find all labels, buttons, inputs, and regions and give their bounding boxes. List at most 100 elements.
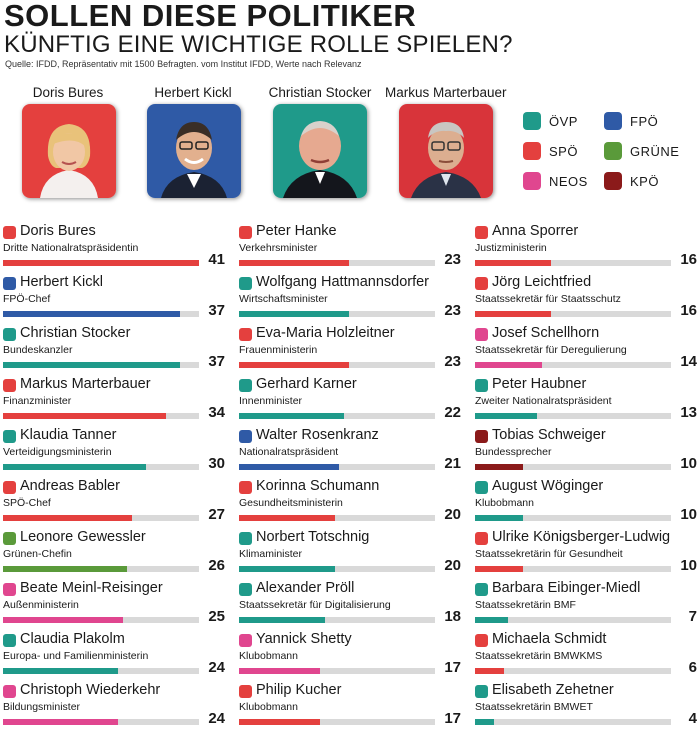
bar-track (3, 515, 199, 521)
bar-entry: Michaela Schmidt Staatssekretärin BMWKMS 6 (475, 629, 697, 680)
bar-track (3, 362, 199, 368)
party-swatch (239, 277, 252, 290)
portrait-name-4: Markus Marterbauer (385, 85, 507, 100)
bar-entry: Ulrike Königsberger-Ludwig Staatssekretär… (475, 527, 697, 578)
bar-entry: Wolfgang Hattmannsdorfer Wirtschaftsminis… (239, 272, 461, 323)
politician-name: Andreas Babler (20, 478, 120, 494)
politician-name: Leonore Gewessler (20, 529, 146, 545)
bar-value-label: 37 (208, 302, 225, 319)
party-swatch (475, 481, 488, 494)
legend-item-gruene: GRÜNE (604, 141, 679, 161)
bar-track (239, 515, 435, 521)
bar-entry: Herbert Kickl FPÖ-Chef 37 (3, 272, 225, 323)
bar-entry: Eva-Maria Holzleitner Frauenministerin 23 (239, 323, 461, 374)
party-swatch (239, 634, 252, 647)
politician-role: Staatssekretär für Digitalisierung (239, 599, 391, 611)
legend-item-spoe: SPÖ (523, 141, 578, 161)
party-swatch (3, 481, 16, 494)
bar-value-label: 34 (208, 404, 225, 421)
bar (3, 464, 146, 470)
politician-name: Korinna Schumann (256, 478, 380, 494)
bar (475, 566, 523, 572)
bar-entry: Klaudia Tanner Verteidigungsministerin 30 (3, 425, 225, 476)
politician-name: Anna Sporrer (492, 223, 579, 239)
bar-track (475, 566, 671, 572)
party-swatch (239, 226, 252, 239)
bar-track (475, 668, 671, 674)
party-swatch (3, 583, 16, 596)
legend-swatch-oevp (523, 112, 541, 130)
bar (239, 515, 335, 521)
party-swatch (475, 634, 488, 647)
party-swatch (3, 226, 16, 239)
politician-name: Michaela Schmidt (492, 631, 607, 647)
party-swatch (3, 532, 16, 545)
bar-track (239, 668, 435, 674)
bar (3, 260, 199, 266)
bar-track (3, 311, 199, 317)
bar (3, 719, 118, 725)
politician-role: Staatssekretärin BMWKMS (475, 650, 603, 662)
bar (475, 311, 551, 317)
portrait-name-2: Herbert Kickl (154, 85, 232, 100)
bar-entry: Christian Stocker Bundeskanzler 37 (3, 323, 225, 374)
bar (475, 362, 542, 368)
party-swatch (3, 430, 16, 443)
politician-role: Gesundheitsministerin (239, 497, 343, 509)
bar-track (3, 566, 199, 572)
legend-label-gruene: GRÜNE (630, 143, 680, 159)
bar-value-label: 10 (680, 557, 697, 574)
politician-name: Herbert Kickl (20, 274, 103, 290)
bar-track (239, 617, 435, 623)
bar (475, 668, 504, 674)
bar-track (239, 413, 435, 419)
bar-value-label: 23 (444, 302, 461, 319)
source-note: Quelle: IFDD, Repräsentativ mit 1500 Bef… (5, 59, 362, 69)
party-swatch (475, 226, 488, 239)
bar-track (475, 719, 671, 725)
legend-item-neos: NEOS (523, 171, 588, 191)
bar (475, 617, 508, 623)
bar (239, 260, 349, 266)
party-swatch (475, 583, 488, 596)
bar (475, 413, 537, 419)
bar-entry: Walter Rosenkranz Nationalratspräsident 21 (239, 425, 461, 476)
politician-role: Staatssekretärin für Gesundheit (475, 548, 623, 560)
page-title: SOLLEN DIESE POLITIKER (4, 0, 417, 33)
bar (239, 566, 335, 572)
politician-name: Peter Hanke (256, 223, 337, 239)
bar-track (475, 362, 671, 368)
party-swatch (475, 328, 488, 341)
bar-value-label: 23 (444, 353, 461, 370)
politician-role: Klimaminister (239, 548, 303, 560)
bar-track (3, 260, 199, 266)
bar (475, 464, 523, 470)
legend-swatch-neos (523, 172, 541, 190)
bar-track (239, 719, 435, 725)
bar-entry: Josef Schellhorn Staatssekretär für Dereg… (475, 323, 697, 374)
politician-role: Verkehrsminister (239, 242, 318, 254)
politician-name: Markus Marterbauer (20, 376, 151, 392)
bar-track (3, 617, 199, 623)
portrait-christian-stocker (273, 104, 367, 198)
politician-role: Staatssekretär für Deregulierung (475, 344, 627, 356)
politician-role: Klubobmann (475, 497, 534, 509)
politician-role: Klubobmann (239, 650, 298, 662)
party-swatch (239, 532, 252, 545)
legend-item-oevp: ÖVP (523, 111, 578, 131)
bar (475, 719, 494, 725)
politician-name: August Wöginger (492, 478, 604, 494)
politician-role: Frauenministerin (239, 344, 318, 356)
politician-role: Staatssekretär für Staatsschutz (475, 293, 621, 305)
bar (239, 311, 349, 317)
bar-value-label: 18 (444, 608, 461, 625)
bar (3, 515, 132, 521)
bar-entry: Philip Kucher Klubobmann 17 (239, 680, 461, 731)
portrait-doris-bures (22, 104, 116, 198)
politician-name: Ulrike Königsberger-Ludwig (492, 529, 671, 545)
politician-role: Wirtschaftsminister (239, 293, 328, 305)
bar-value-label: 4 (688, 710, 697, 727)
politician-name: Doris Bures (20, 223, 96, 239)
politician-role: Nationalratspräsident (239, 446, 339, 458)
politician-name: Gerhard Karner (256, 376, 357, 392)
